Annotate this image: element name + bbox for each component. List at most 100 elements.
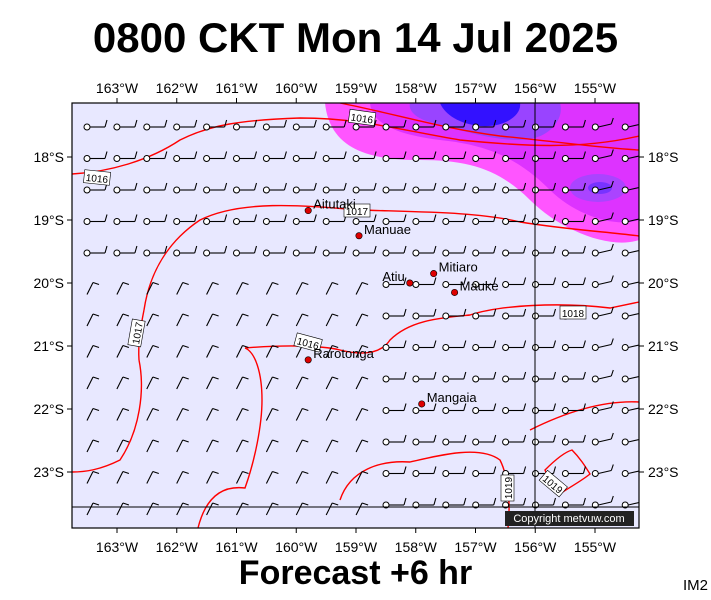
- wind-barb: [412, 434, 437, 446]
- wind-barb: [325, 376, 339, 390]
- lon-label-top: 160°W: [275, 80, 318, 96]
- wind-barb: [262, 182, 287, 194]
- isobar-label: 1019: [500, 474, 515, 502]
- wind-barb: [233, 245, 258, 257]
- wind-barb: [203, 151, 228, 162]
- wind-barb: [352, 182, 377, 194]
- wind-barb: [325, 439, 339, 453]
- wind-barb: [176, 281, 189, 295]
- wind-barb: [382, 340, 407, 351]
- wind-barb: [325, 502, 339, 516]
- wind-barb: [561, 119, 586, 131]
- lon-label-top: 159°W: [335, 80, 378, 96]
- svg-text:Rarotonga: Rarotonga: [313, 346, 374, 361]
- wind-barb: [176, 502, 189, 516]
- wind-barb: [116, 313, 130, 327]
- place-rarotonga: Rarotonga: [304, 346, 375, 364]
- wind-barb: [591, 338, 614, 351]
- wind-barb: [236, 470, 249, 484]
- wind-barb: [472, 151, 497, 162]
- wind-barb: [206, 376, 219, 390]
- lat-label-right: 18°S: [648, 149, 679, 165]
- wind-barb: [265, 439, 279, 453]
- wind-barb: [236, 502, 249, 516]
- wind-barb: [442, 277, 467, 288]
- wind-barb: [143, 182, 168, 194]
- wind-barb: [355, 376, 369, 390]
- wind-barb: [146, 470, 159, 484]
- chart-title: 0800 CKT Mon 14 Jul 2025: [92, 14, 619, 61]
- svg-text:1017: 1017: [131, 321, 146, 345]
- lat-label-right: 19°S: [648, 212, 679, 228]
- place-atiu: Atiu: [382, 269, 414, 287]
- wind-barb: [621, 218, 639, 225]
- wind-barb: [352, 151, 377, 162]
- wind-barb: [382, 434, 407, 446]
- wind-barb: [352, 119, 377, 131]
- wind-barb: [295, 313, 309, 327]
- wind-barb: [146, 407, 159, 421]
- wind-barb: [502, 434, 527, 446]
- isobar-1017-west: [72, 359, 143, 473]
- wind-barb: [265, 502, 279, 516]
- isobar-1019-east: [529, 401, 639, 431]
- wind-barb: [472, 119, 497, 131]
- wind-barb: [621, 407, 639, 414]
- lon-label-bottom: 158°W: [395, 539, 438, 555]
- wind-barb: [621, 281, 639, 288]
- wind-barb: [621, 375, 639, 383]
- place-manuae: Manuae: [355, 222, 411, 240]
- wind-barb: [86, 407, 100, 421]
- wind-barb: [265, 281, 279, 295]
- wind-barb: [233, 151, 258, 162]
- wind-barb: [591, 212, 614, 225]
- lon-label-top: 157°W: [454, 80, 497, 96]
- wind-barb: [325, 407, 339, 421]
- wind-barb: [355, 502, 369, 516]
- svg-text:1016: 1016: [350, 112, 374, 126]
- lon-label-top: 158°W: [395, 80, 438, 96]
- wind-barb: [502, 151, 527, 162]
- wind-barb: [173, 151, 198, 162]
- svg-text:1016: 1016: [85, 173, 109, 186]
- wind-barb: [265, 407, 279, 421]
- wind-barb: [116, 344, 130, 358]
- wind-barb: [442, 214, 467, 225]
- wind-barb: [176, 313, 189, 327]
- wind-barb: [295, 470, 309, 484]
- wind-barb: [355, 407, 369, 421]
- wind-barb: [591, 275, 614, 288]
- wind-barb: [561, 466, 586, 477]
- wind-barb: [86, 281, 100, 295]
- lat-label-right: 23°S: [648, 464, 679, 480]
- wind-barb: [203, 214, 228, 225]
- wind-barb: [442, 434, 467, 446]
- lon-label-bottom: 160°W: [275, 539, 318, 555]
- wind-barb: [262, 119, 287, 131]
- wind-barb: [146, 313, 159, 327]
- lon-label-bottom: 159°W: [335, 539, 378, 555]
- wind-barb: [325, 281, 339, 295]
- svg-text:1017: 1017: [346, 207, 369, 218]
- wind-barb: [292, 245, 317, 257]
- wind-barb: [143, 119, 168, 131]
- wind-barb: [325, 470, 339, 484]
- wind-barb: [561, 434, 586, 446]
- wind-barb: [206, 313, 219, 327]
- wind-barb: [561, 214, 586, 225]
- svg-text:1018: 1018: [562, 309, 585, 320]
- lon-label-top: 163°W: [96, 80, 139, 96]
- svg-text:Mauke: Mauke: [460, 278, 499, 293]
- image-code: IM2: [682, 577, 708, 594]
- lon-label-bottom: 157°W: [454, 539, 497, 555]
- svg-text:Atiu: Atiu: [382, 269, 404, 284]
- wind-barb: [472, 403, 497, 414]
- wind-barb: [233, 214, 258, 225]
- wind-barb: [292, 151, 317, 162]
- wind-barb: [561, 371, 586, 383]
- isobar-1016-north: [72, 117, 639, 175]
- wind-barb: [355, 344, 369, 358]
- copyright-box: [505, 511, 634, 526]
- forecast-subtitle: Forecast +6 hr: [238, 554, 473, 592]
